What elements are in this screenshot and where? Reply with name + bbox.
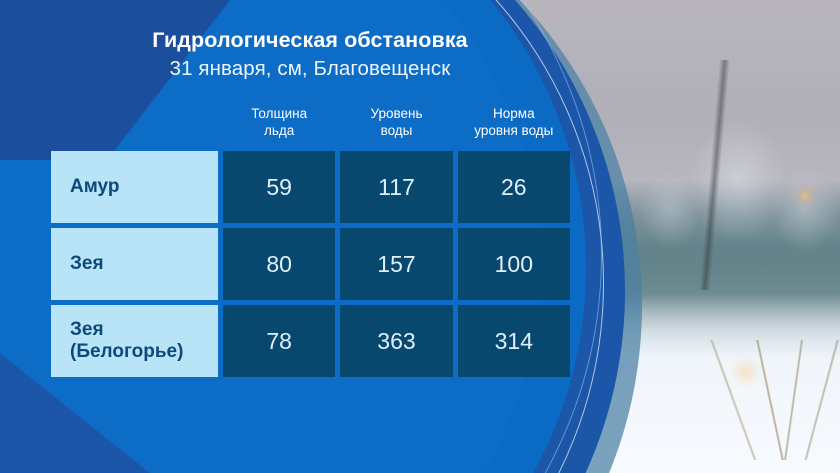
- column-header-ice-thickness: Толщина льда: [223, 105, 335, 139]
- cell-water-level: 117: [340, 151, 453, 223]
- slide-content: Гидрологическая обстановка 31 января, см…: [51, 28, 570, 377]
- row-label-zeya: Зея: [51, 228, 218, 300]
- snowy-reeds: [700, 340, 840, 460]
- column-header-line-1: Толщина: [251, 106, 308, 121]
- cell-water-level-norm: 100: [457, 228, 570, 300]
- cell-water-level-norm: 314: [457, 305, 570, 377]
- row-label-text-line-2: (Белогорье): [70, 341, 184, 362]
- cell-ice-thickness: 78: [223, 305, 336, 377]
- column-header-line-1: Уровень: [370, 106, 423, 121]
- watermark: artfile.me: [808, 457, 823, 473]
- page-subtitle: 31 января, см, Благовещенск: [169, 57, 451, 80]
- table-row: Зея (Белогорье) 78 363 314: [51, 305, 570, 377]
- table-row: Зея 80 157 100: [51, 228, 570, 300]
- table-column-headers: Толщина льда Уровень воды Норма уровня в…: [223, 105, 570, 139]
- row-label-text-line-1: Зея: [70, 319, 104, 340]
- column-header-line-1: Норма: [493, 106, 535, 121]
- column-header-line-2: льда: [264, 123, 295, 138]
- hydrology-table: Амур 59 117 26 Зея 80 157 100 Зея (Белог…: [51, 151, 570, 377]
- cell-water-level: 363: [340, 305, 453, 377]
- column-header-line-2: воды: [380, 123, 413, 138]
- column-header-line-2: уровня воды: [474, 123, 554, 138]
- cell-water-level: 157: [340, 228, 453, 300]
- cell-water-level-norm: 26: [457, 151, 570, 223]
- snowy-trees: [600, 60, 840, 290]
- corner-arc-line: [0, 0, 602, 473]
- column-header-water-level-norm: Норма уровня воды: [458, 105, 570, 139]
- row-label-text: Зея: [70, 253, 104, 274]
- table-row: Амур 59 117 26: [51, 151, 570, 223]
- row-label-text: Амур: [70, 176, 120, 197]
- row-label-zeya-belogorye: Зея (Белогорье): [51, 305, 218, 377]
- cell-ice-thickness: 59: [223, 151, 336, 223]
- column-header-water-level: Уровень воды: [340, 105, 452, 139]
- cell-ice-thickness: 80: [223, 228, 336, 300]
- row-label-amur: Амур: [51, 151, 218, 223]
- page-title: Гидрологическая обстановка: [152, 28, 468, 52]
